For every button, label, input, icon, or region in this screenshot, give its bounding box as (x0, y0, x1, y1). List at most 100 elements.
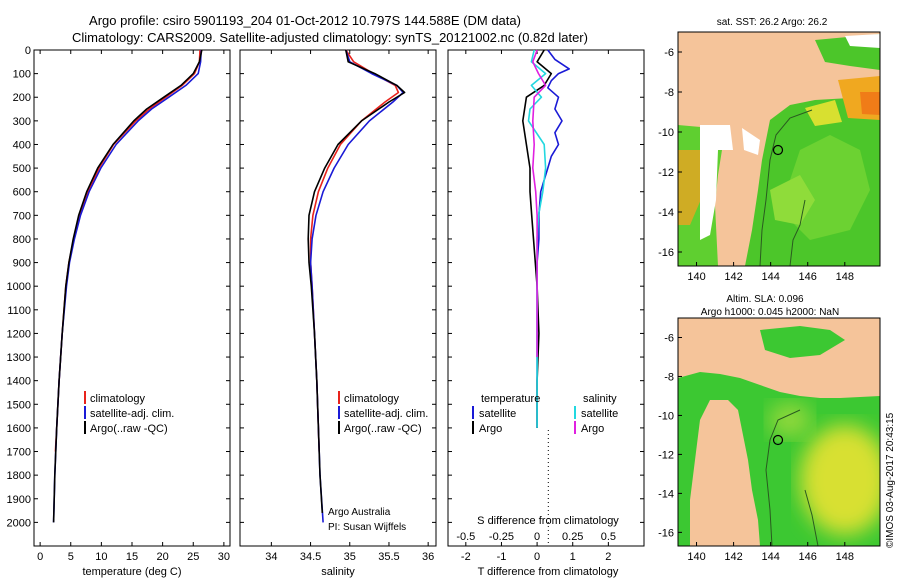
y-tick-label: 100 (13, 69, 31, 81)
y-tick-label: 2000 (7, 517, 31, 529)
map-y-tick-label: -8 (664, 87, 674, 99)
sla-title-line-1: Altim. SLA: 0.096 (726, 294, 804, 305)
legend-label-satellite: satellite-adj. clim. (344, 408, 428, 420)
sst-map-title: sat. SST: 26.2 Argo: 26.2 (717, 17, 828, 28)
map-y-tick-label: -8 (664, 371, 674, 383)
legend-label-argo: Argo(..raw -QC) (90, 423, 168, 435)
x-tick-label: 15 (126, 551, 138, 563)
map-x-tick-label: 148 (836, 271, 854, 283)
map-y-tick-label: -6 (664, 47, 674, 59)
x-tick-label: 1 (570, 551, 576, 563)
y-tick-label: 900 (13, 258, 31, 270)
y-tick-label: 1300 (7, 352, 31, 364)
x-tick-label: 35.5 (378, 551, 399, 563)
y-tick-label: 0 (25, 45, 31, 57)
difference-x-axis: -2 -1 0 1 2 (461, 50, 611, 563)
s-tick-label: 0.25 (562, 531, 583, 543)
x-tick-label: -1 (497, 551, 507, 563)
sst-map-y-ticks: -6 -8 -10 -12 -14 -16 (658, 47, 682, 259)
x-tick-label: 35 (344, 551, 356, 563)
sla-argo-marker (772, 434, 784, 446)
y-tick-label: 1900 (7, 494, 31, 506)
difference-depth-ticks (448, 49, 644, 523)
x-tick-label: 34.5 (300, 551, 321, 563)
x-tick-label: -2 (461, 551, 471, 563)
title-line-2: Climatology: CARS2009. Satellite-adjuste… (72, 30, 588, 45)
y-tick-label: 1700 (7, 447, 31, 459)
temperature-axes-box (33, 49, 231, 547)
map-x-tick-label: 144 (761, 271, 779, 283)
map-x-tick-label: 144 (761, 551, 779, 563)
s-difference-ticks: -0.5 -0.25 0 0.25 0.5 (456, 531, 616, 543)
salinity-depth-ticks (240, 49, 436, 523)
map-x-tick-label: 142 (724, 551, 742, 563)
legend-label-argo: Argo(..raw -QC) (344, 423, 422, 435)
salinity-series (307, 49, 406, 523)
sla-sea-north (760, 326, 845, 358)
map-y-tick-label: -6 (664, 332, 674, 344)
sla-title-line-2: Argo h1000: 0.045 h2000: NaN (701, 307, 839, 318)
x-tick-label: 34 (265, 551, 277, 563)
temperature-x-axis: 0 5 10 15 20 25 30 (37, 50, 230, 563)
y-tick-label: 600 (13, 187, 31, 199)
s-tick-label: -0.5 (456, 531, 475, 543)
legend-label-t-argo: Argo (479, 423, 502, 435)
annotation-pi: PI: Susan Wijffels (328, 522, 406, 533)
sst-nodata-north (845, 34, 880, 48)
map-y-tick-label: -12 (658, 449, 674, 461)
x-tick-label: 25 (187, 551, 199, 563)
y-tick-label: 800 (13, 234, 31, 246)
map-y-tick-label: -12 (658, 167, 674, 179)
imos-stamp: ©IMOS 03-Aug-2017 20:43:15 (885, 412, 896, 548)
y-tick-label: 1800 (7, 470, 31, 482)
x-tick-label: 0 (37, 551, 43, 563)
sst-contour-2 (789, 199, 806, 266)
sst-map-x-ticks: 140 142 144 146 148 (687, 262, 854, 283)
y-tick-label: 1400 (7, 376, 31, 388)
y-tick-label: 1200 (7, 328, 31, 340)
depth-axis: 0 100 200 300 400 500 600 700 800 900 1000 1100 1200… (7, 45, 230, 529)
sst-warm-west (678, 150, 705, 225)
difference-legend: temperature satellite Argo salinity sate… (472, 393, 618, 435)
sst-nodata-west (700, 125, 733, 240)
sst-argo-marker (772, 144, 784, 156)
map-x-tick-label: 146 (799, 551, 817, 563)
sla-contour-2 (804, 489, 819, 546)
legend-label-climatology: climatology (90, 393, 146, 405)
map-y-tick-label: -16 (658, 247, 674, 259)
map-x-tick-label: 140 (687, 551, 705, 563)
sla-map-y-ticks: -6 -8 -10 -12 -14 -16 (658, 332, 682, 539)
temperature-x-label: temperature (deg C) (82, 566, 181, 578)
map-x-tick-label: 146 (799, 271, 817, 283)
y-tick-label: 1100 (7, 305, 31, 317)
temperature-panel: 0100200300400500600700800900100011001200… (7, 45, 231, 578)
s-tick-label: 0 (534, 531, 540, 543)
salinity-axes-box (239, 49, 437, 547)
y-tick-label: 400 (13, 139, 31, 151)
sst-nodata-strait (742, 128, 760, 155)
sst-yellow-patch (805, 100, 842, 126)
map-x-tick-label: 140 (687, 271, 705, 283)
map-y-tick-label: -10 (658, 410, 674, 422)
series-argo-raw-qc- (52, 49, 203, 523)
series-s-argo (531, 49, 547, 357)
difference-axes-box (447, 49, 645, 547)
x-tick-label: 5 (68, 551, 74, 563)
sla-map: Altim. SLA: 0.096 Argo h1000: 0.045 h200… (658, 294, 881, 563)
x-tick-label: 2 (605, 551, 611, 563)
series-argo-raw-qc- (307, 49, 406, 513)
difference-panel: -2 -1 0 1 2 temperature satellite Argo salin… (447, 49, 645, 578)
y-tick-label: 1000 (7, 281, 31, 293)
map-y-tick-label: -16 (658, 527, 674, 539)
sla-contour (765, 409, 801, 546)
sst-map: sat. SST: 26.2 Argo: 26.2 140 142 144 146 14… (658, 17, 881, 283)
y-tick-label: 200 (13, 92, 31, 104)
s-tick-label: -0.25 (489, 531, 514, 543)
legend-title-temperature: temperature (481, 393, 540, 405)
salinity-legend: climatology satellite-adj. clim. Argo(..… (338, 391, 428, 435)
legend-label-climatology: climatology (344, 393, 400, 405)
series-t-argo (521, 49, 553, 428)
title-line-1: Argo profile: csiro 5901193_204 01-Oct-2… (89, 13, 521, 28)
legend-label-s-satellite: satellite (581, 408, 618, 420)
x-tick-label: 30 (218, 551, 230, 563)
